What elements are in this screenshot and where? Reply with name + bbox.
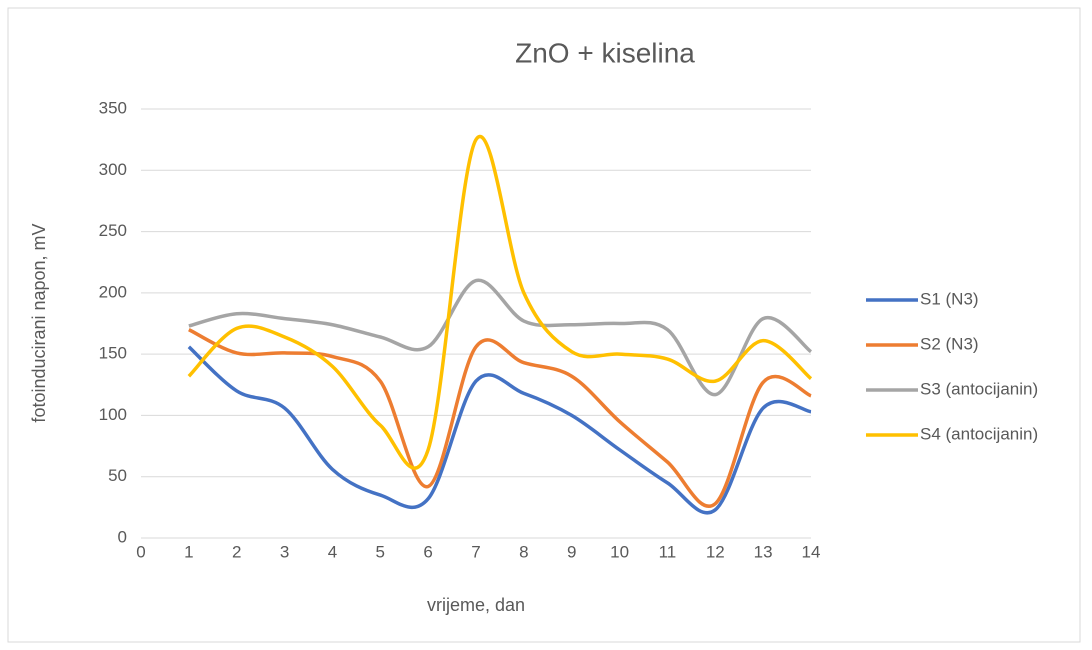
legend-label: S3 (antocijanin) [920,379,1038,398]
y-tick-label: 250 [99,221,127,240]
x-axis-label: vrijeme, dan [427,595,525,615]
x-tick-label: 12 [706,542,725,561]
x-tick-label: 2 [232,542,241,561]
chart-title: ZnO + kiselina [515,37,695,68]
y-tick-label: 150 [99,344,127,363]
line-series [188,328,812,508]
y-tick-label: 100 [99,405,127,424]
line-series [188,278,813,397]
y-tick-label: 300 [99,160,127,179]
x-tick-label: 14 [802,542,821,561]
y-tick-label: 50 [108,466,127,485]
y-tick-label: 0 [118,527,127,546]
legend-label: S4 (antocijanin) [920,424,1038,443]
x-tick-label: 3 [280,542,289,561]
x-tick-label: 11 [659,542,677,561]
x-tick-label: 1 [184,542,193,561]
y-tick-label: 350 [99,98,127,117]
x-tick-label: 8 [519,542,528,561]
legend-label: S2 (N3) [920,334,979,353]
x-tick-label: 0 [136,542,145,561]
x-tick-label: 9 [567,542,576,561]
x-tick-label: 7 [471,542,480,561]
line-series [187,134,813,470]
x-tick-label: 4 [328,542,337,561]
y-tick-label: 200 [99,282,127,301]
legend-label: S1 (N3) [920,289,979,308]
x-tick-label: 10 [610,542,629,561]
x-tick-label: 13 [754,542,773,561]
line-series [187,345,812,515]
y-axis-label: fotoinducirani napon, mV [29,223,49,422]
x-tick-label: 6 [423,542,432,561]
x-tick-label: 5 [376,542,385,561]
